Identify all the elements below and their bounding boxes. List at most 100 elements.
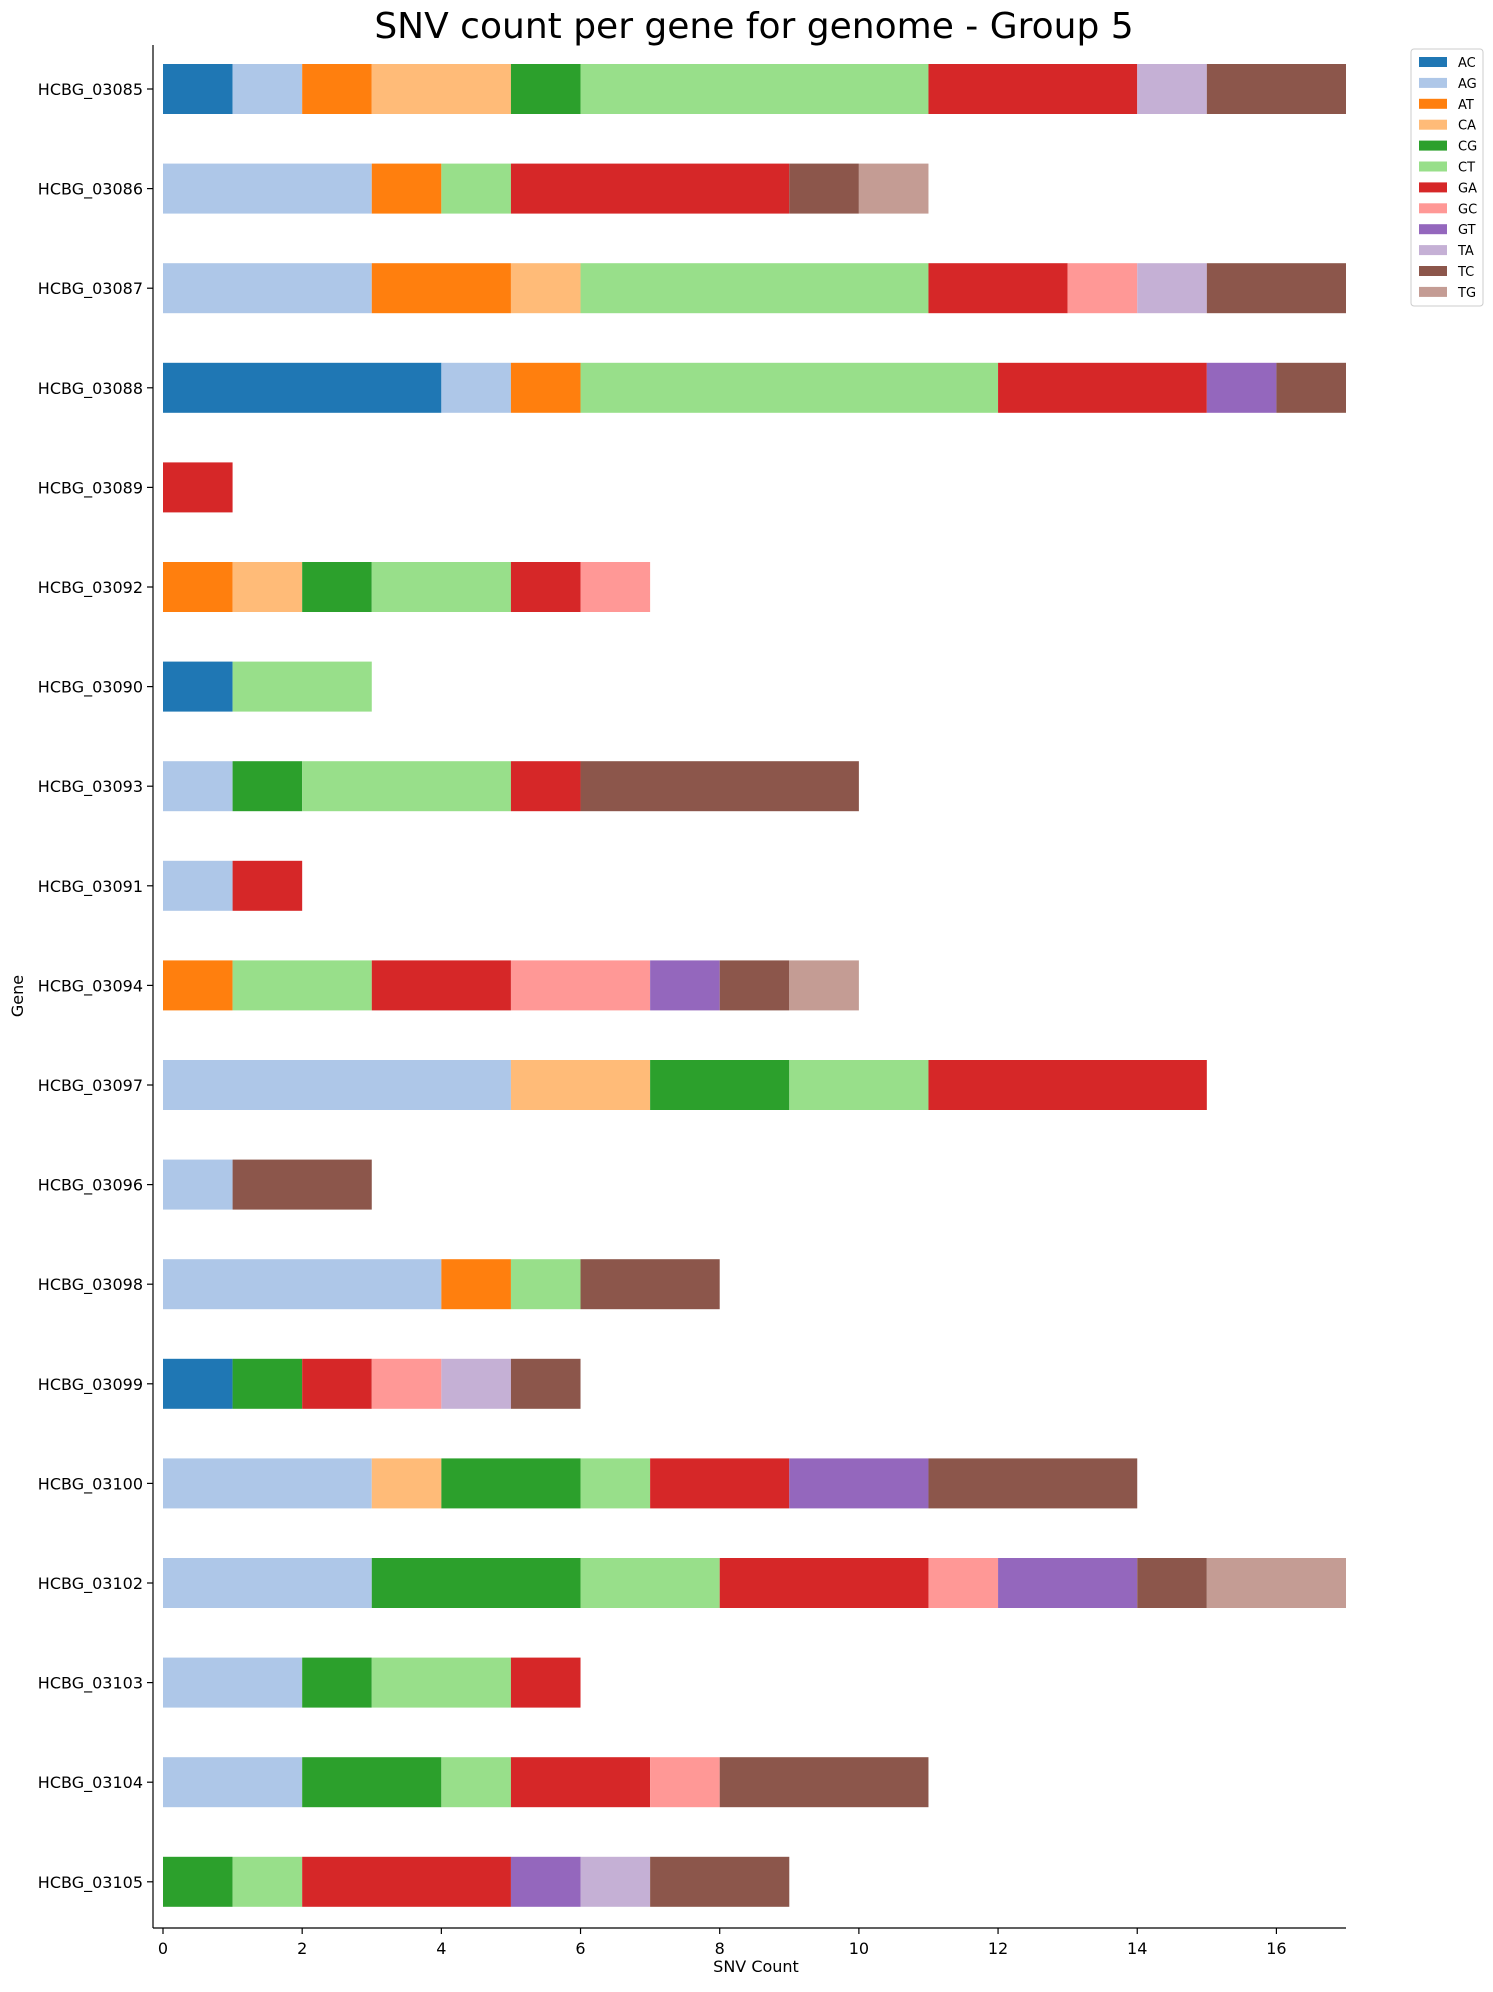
bar-segment-ag-hcbg_03085 [232, 64, 303, 114]
bar-segment-tc-hcbg_03098 [580, 1259, 720, 1310]
bar-segment-ag-hcbg_03091 [163, 860, 233, 911]
bar-segment-ct-hcbg_03087 [580, 263, 929, 314]
bar-segment-gc-hcbg_03092 [580, 562, 651, 612]
bar-segment-ga-hcbg_03093 [510, 761, 581, 812]
bar-segment-gc-hcbg_03087 [1067, 263, 1138, 314]
legend-label-tc: TC [1457, 265, 1474, 280]
bar-segment-ta-hcbg_03099 [441, 1358, 511, 1409]
bar-segment-ct-hcbg_03086 [441, 163, 511, 214]
y-axis-ticks: HCBG_03085 HCBG_03086 HCBG_03087 HCBG_03088… [38, 80, 153, 1893]
legend-swatch-ac [1419, 57, 1447, 67]
legend-label-tg: TG [1457, 286, 1476, 301]
legend-label-ca: CA [1458, 119, 1476, 134]
bar-segment-ag-hcbg_03103 [163, 1657, 303, 1708]
y-tick-label: HCBG_03102 [38, 1574, 143, 1594]
legend-swatch-gt [1419, 224, 1447, 235]
bar-segment-cg-hcbg_03105 [163, 1856, 233, 1907]
bar-segment-ct-hcbg_03103 [371, 1657, 511, 1708]
legend-label-gt: GT [1458, 223, 1476, 238]
bar-segment-ag-hcbg_03088 [441, 362, 511, 413]
bar-segment-ag-hcbg_03093 [163, 761, 233, 812]
y-tick-label: HCBG_03100 [38, 1474, 143, 1494]
bar-segment-cg-hcbg_03092 [302, 562, 372, 612]
legend-label-ta: TA [1457, 244, 1474, 259]
legend-swatch-at [1419, 98, 1447, 109]
y-tick-label: HCBG_03087 [38, 279, 143, 299]
bar-segment-ct-hcbg_03097 [789, 1060, 929, 1110]
x-tick-label: 6 [575, 1939, 585, 1958]
bar-segment-ct-hcbg_03090 [232, 661, 372, 712]
legend-label-ga: GA [1458, 181, 1477, 196]
bar-segment-tc-hcbg_03087 [1206, 263, 1346, 314]
bar-segment-ag-hcbg_03087 [163, 263, 372, 314]
bar-segment-ct-hcbg_03085 [580, 64, 929, 114]
bar-segment-cg-hcbg_03104 [302, 1757, 442, 1808]
y-tick-label: HCBG_03105 [38, 1873, 143, 1893]
bar-segment-ga-hcbg_03100 [650, 1458, 790, 1509]
bar-segment-ct-hcbg_03088 [580, 362, 999, 413]
bar-segment-tc-hcbg_03088 [1276, 362, 1346, 413]
bar-segment-cg-hcbg_03097 [650, 1060, 790, 1110]
legend-swatch-cg [1419, 140, 1447, 151]
bar-segment-tc-hcbg_03105 [650, 1856, 790, 1907]
bar-segment-ta-hcbg_03087 [1137, 263, 1207, 314]
bar-segment-tc-hcbg_03100 [928, 1458, 1138, 1509]
bar-segment-cg-hcbg_03100 [441, 1458, 581, 1509]
bar-segment-ga-hcbg_03085 [928, 64, 1138, 114]
legend-swatch-ct [1419, 161, 1447, 172]
bar-segment-ca-hcbg_03100 [371, 1458, 442, 1509]
legend-swatch-tg [1419, 286, 1447, 297]
bar-segment-at-hcbg_03085 [302, 64, 372, 114]
bar-segment-gt-hcbg_03094 [650, 960, 720, 1011]
bar-segment-tg-hcbg_03086 [858, 163, 929, 214]
bar-segment-ga-hcbg_03087 [928, 263, 1068, 314]
bar-segment-tg-hcbg_03094 [789, 960, 859, 1011]
bar-segment-ct-hcbg_03100 [580, 1458, 651, 1509]
bars-group [163, 64, 1346, 1907]
bar-segment-gt-hcbg_03102 [998, 1558, 1138, 1608]
bar-segment-tc-hcbg_03086 [789, 163, 859, 214]
bar-segment-ga-hcbg_03091 [232, 860, 303, 911]
bar-segment-ag-hcbg_03102 [163, 1558, 372, 1608]
y-tick-label: HCBG_03092 [38, 578, 143, 598]
bar-segment-cg-hcbg_03102 [371, 1558, 581, 1608]
bar-segment-ga-hcbg_03092 [510, 562, 581, 612]
y-tick-label: HCBG_03104 [38, 1773, 143, 1793]
bar-segment-ag-hcbg_03096 [163, 1159, 233, 1210]
bar-segment-ca-hcbg_03085 [371, 64, 511, 114]
legend-label-ag: AG [1458, 77, 1477, 92]
y-tick-label: HCBG_03086 [38, 180, 143, 200]
bar-segment-gc-hcbg_03094 [510, 960, 651, 1011]
bar-segment-ac-hcbg_03088 [163, 362, 442, 413]
x-tick-label: 2 [297, 1939, 307, 1958]
y-tick-label: HCBG_03090 [38, 678, 143, 698]
bar-segment-gc-hcbg_03104 [650, 1757, 720, 1808]
bar-segment-tc-hcbg_03099 [510, 1358, 581, 1409]
x-tick-label: 0 [158, 1939, 168, 1958]
bar-segment-gc-hcbg_03102 [928, 1558, 999, 1608]
x-axis-ticks: 0 2 4 6 8 10 12 14 16 [158, 1928, 1287, 1958]
legend-label-ac: AC [1458, 56, 1476, 71]
legend-frame [1410, 48, 1484, 307]
bar-segment-ag-hcbg_03097 [163, 1060, 511, 1110]
bar-segment-ca-hcbg_03087 [510, 263, 581, 314]
bar-segment-at-hcbg_03086 [371, 163, 442, 214]
y-axis-label: Gene [8, 975, 27, 1017]
chart-title: SNV count per gene for genome - Group 5 [374, 6, 1133, 47]
bar-segment-ga-hcbg_03097 [928, 1060, 1207, 1110]
bar-segment-at-hcbg_03092 [163, 562, 233, 612]
bar-segment-ga-hcbg_03086 [510, 163, 790, 214]
bar-segment-ag-hcbg_03086 [163, 163, 372, 214]
bar-segment-ct-hcbg_03098 [510, 1259, 581, 1310]
bar-segment-ct-hcbg_03094 [232, 960, 372, 1011]
bar-segment-ct-hcbg_03093 [302, 761, 511, 812]
bar-segment-cg-hcbg_03085 [510, 64, 581, 114]
bar-segment-cg-hcbg_03093 [232, 761, 303, 812]
y-tick-label: HCBG_03091 [38, 877, 143, 897]
legend-swatch-ca [1419, 119, 1447, 130]
bar-segment-ct-hcbg_03092 [371, 562, 511, 612]
bar-segment-tc-hcbg_03085 [1206, 64, 1346, 114]
bar-segment-ca-hcbg_03097 [510, 1060, 651, 1110]
y-tick-label: HCBG_03094 [38, 976, 143, 996]
legend-swatch-ag [1419, 77, 1447, 88]
